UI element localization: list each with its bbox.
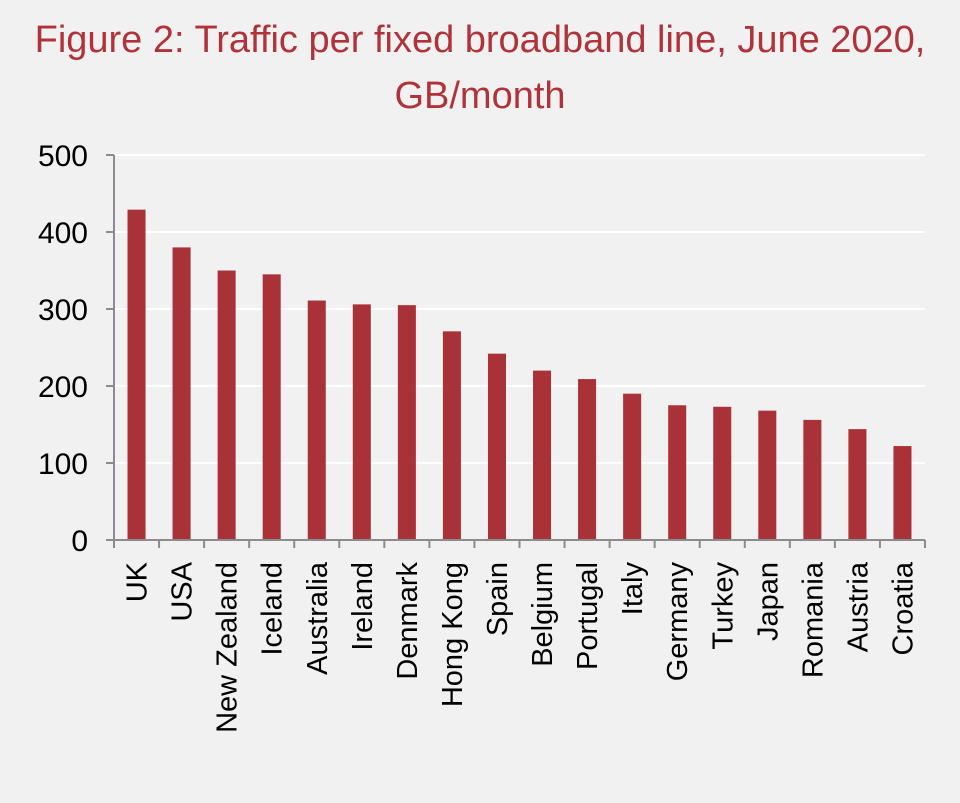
y-tick-label: 300 (38, 294, 88, 327)
x-tick-label: UK (122, 561, 154, 602)
x-tick-label: Romania (797, 561, 829, 678)
bar (623, 393, 642, 540)
bar (127, 209, 146, 541)
bar (533, 370, 552, 540)
bar (262, 274, 281, 540)
bar (217, 270, 236, 540)
x-tick-label: Austria (842, 561, 874, 652)
y-tick-label: 100 (38, 448, 88, 481)
x-tick-label: Portugal (572, 562, 604, 670)
bar (442, 331, 461, 540)
y-tick-label: 200 (38, 371, 88, 404)
y-tick-label: 500 (38, 140, 88, 173)
bar (848, 429, 867, 540)
bar (578, 379, 597, 540)
x-tick-label: Belgium (527, 562, 559, 667)
x-tick-label: New Zealand (212, 562, 244, 733)
bar (668, 405, 687, 540)
bar (893, 446, 912, 540)
bar (758, 410, 777, 540)
chart-title: Figure 2: Traffic per fixed broadband li… (34, 19, 926, 117)
bar (713, 406, 732, 540)
bar (352, 304, 371, 540)
x-tick-label: Ireland (347, 562, 379, 651)
x-tick-label: Spain (482, 562, 514, 636)
bar (487, 353, 506, 540)
x-tick-label: Germany (662, 562, 694, 682)
x-tick-label: Hong Kong (437, 562, 469, 707)
y-tick-label: 400 (38, 217, 88, 250)
x-tick-label: Iceland (257, 562, 289, 656)
bar (803, 419, 822, 540)
bar (397, 305, 416, 540)
bar (172, 247, 191, 540)
x-tick-label: Italy (617, 562, 649, 616)
y-tick-label: 0 (71, 525, 88, 558)
x-tick-label: Denmark (392, 562, 424, 680)
x-tick-label: Australia (302, 561, 334, 675)
x-tick-label: Japan (752, 562, 784, 641)
x-tick-label: Turkey (707, 562, 739, 650)
x-tick-label: Croatia (887, 561, 919, 655)
x-tick-label: USA (167, 561, 199, 621)
bar (307, 300, 326, 540)
